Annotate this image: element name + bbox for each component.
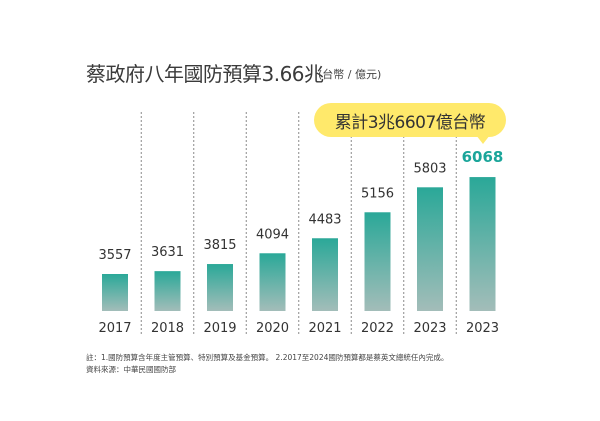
category-label: 2023	[466, 321, 499, 336]
bar	[154, 271, 181, 311]
bar	[312, 238, 338, 311]
value-label: 5156	[361, 186, 394, 201]
bar	[207, 264, 233, 311]
value-label: 4483	[308, 212, 341, 227]
category-label: 2018	[151, 321, 184, 336]
total-callout: 累計3兆6607億台幣	[314, 103, 506, 137]
value-label: 5803	[413, 161, 446, 176]
chart-unit-label: (台幣 / 億元)	[318, 68, 382, 81]
value-label: 4094	[256, 227, 289, 242]
grid-lines	[140, 112, 457, 335]
footnote-line: 註：1.國防預算含年度主管預算、特別預算及基金預算。 2.2017至2024國防…	[86, 353, 449, 362]
bar	[364, 212, 391, 311]
bar	[469, 177, 496, 311]
category-label: 2017	[98, 321, 131, 336]
category-label: 2023	[413, 321, 446, 336]
footnotes: 註：1.國防預算含年度主管預算、特別預算及基金預算。 2.2017至2024國防…	[86, 352, 448, 376]
callout-pointer	[476, 135, 490, 144]
category-label: 2022	[361, 321, 394, 336]
bar	[417, 187, 443, 311]
chart-title: 蔡政府八年國防預算3.66兆	[86, 62, 324, 86]
bars	[102, 177, 496, 311]
category-label: 2019	[203, 321, 236, 336]
value-label: 3631	[151, 245, 184, 260]
category-label: 2020	[256, 321, 289, 336]
source-line: 資料來源：中華民國國防部	[86, 365, 176, 374]
value-label: 6068	[462, 148, 504, 166]
category-label: 2021	[308, 321, 341, 336]
bar	[102, 274, 128, 311]
category-labels: 2017 2018 2019 2020 2021 2022 2023 2023	[98, 321, 499, 336]
bar	[259, 253, 286, 311]
value-label: 3557	[98, 248, 131, 263]
value-label: 3815	[203, 238, 236, 253]
value-labels: 3557 3631 3815 4094 4483 5156 5803 6068	[98, 148, 503, 263]
